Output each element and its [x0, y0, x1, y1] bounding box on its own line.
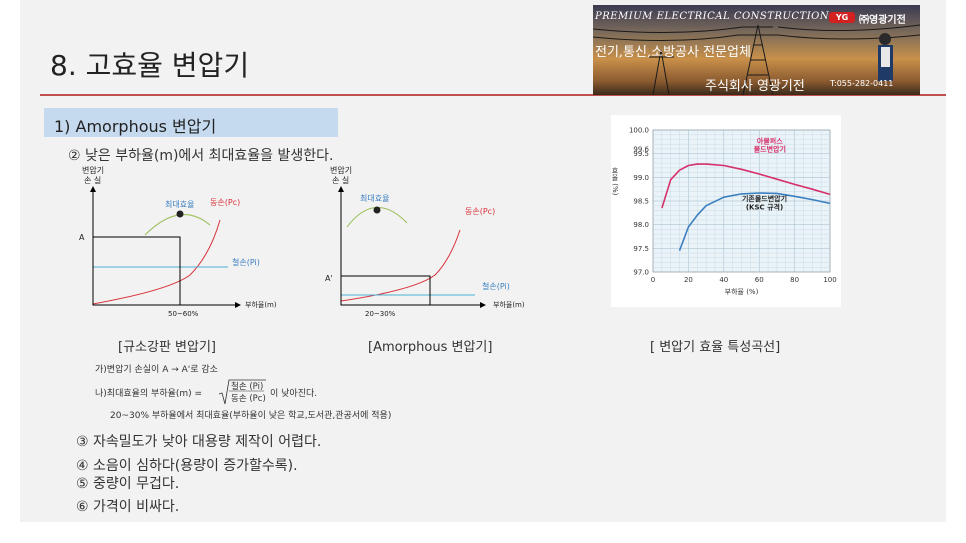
- max-efficiency-label: 최대효율: [360, 193, 389, 203]
- loss-box: [340, 275, 431, 306]
- y-tick-label: 99.5: [633, 150, 649, 158]
- x-tick-label: 60: [755, 276, 764, 284]
- banner-company: 주식회사 영광기전: [705, 79, 805, 94]
- banner-phone: T:055-282-0411: [830, 79, 894, 88]
- formula-numerator: 철손 (Pi): [231, 382, 264, 392]
- y-tick-label: 99.0: [633, 174, 649, 182]
- item-6: ⑥ 가격이 비싸다.: [76, 499, 180, 515]
- note-range: 20~30% 부하율에서 최대효율(부하율이 낮은 학교,도서관,관공서에 적용…: [110, 411, 392, 421]
- silicon-steel-loss-graph: 변압기 손 실 최대효율 동손(Pc) 철손(Pi) A 50~60% 부하율(…: [79, 165, 277, 318]
- note-na-prefix: 나)최대효율의 부하율(m) =: [95, 389, 203, 399]
- power-tower-illustration: [593, 24, 920, 95]
- efficiency-chart: 0 20 40 60 80 100 97.0 97.5 98.0 98.5 99.0 99.599.6…: [611, 127, 837, 297]
- sqrt-symbol: [218, 379, 266, 405]
- series-line-2: [678, 192, 831, 251]
- caption-amorphous: [Amorphous 변압기]: [368, 340, 493, 355]
- title-divider: [40, 94, 946, 96]
- max-efficiency-point: [373, 206, 381, 214]
- y-tick-label: 100.0: [629, 127, 649, 135]
- series-line-1: [661, 163, 831, 209]
- y-axis-label-1: 변압기: [82, 165, 104, 175]
- item-4: ④ 소음이 심하다(용량이 증가할수록).: [76, 458, 298, 474]
- load-range-label: 20~30%: [365, 310, 396, 318]
- chart-y-axis-label: 효율 (%): [611, 167, 619, 196]
- y-tick-label: 97.0: [633, 269, 649, 277]
- a-prime-label: A': [325, 274, 333, 283]
- amorphous-loss-graph: 변압기 손 실 최대효율 동손(Pc) 철손(Pi) A' 20~30% 부하율…: [325, 165, 525, 318]
- copper-loss-curve: [92, 219, 221, 305]
- load-range-label: 50~60%: [168, 310, 199, 318]
- banner-subtitle: 전기,통신,소방공사 전문업체: [595, 45, 751, 60]
- section-heading: 1) Amorphous 변압기: [44, 108, 338, 137]
- page-title: 8. 고효율 변압기: [50, 49, 250, 82]
- chart-x-axis-label: 부하율 (%): [725, 287, 759, 296]
- y-axis-label-2: 손 실: [332, 175, 349, 185]
- loss-box: [92, 236, 181, 306]
- company-logo: YG: [829, 12, 855, 23]
- copper-loss-curve: [340, 229, 461, 302]
- a-label: A: [79, 233, 85, 242]
- copper-loss-label: 동손(Pc): [210, 198, 240, 207]
- y-tick-label: 97.5: [633, 245, 649, 253]
- series-label-1-line1: 아몰퍼스: [757, 136, 783, 145]
- x-tick-label: 20: [684, 276, 693, 284]
- efficiency-curve: [144, 214, 211, 236]
- x-tick-label: 80: [790, 276, 799, 284]
- banner-tagline: PREMIUM ELECTRICAL CONSTRUCTION: [595, 11, 830, 22]
- y-axis-label-1: 변압기: [330, 165, 352, 175]
- caption-silicon-steel: [규소강판 변압기]: [118, 340, 216, 355]
- series-label-1-line2: 몰드변압기: [754, 144, 786, 153]
- logo-company-name: ㈜영광기전: [859, 15, 906, 26]
- x-tick-label: 100: [823, 276, 836, 284]
- y-tick-label: 99.6: [633, 145, 649, 153]
- item-3: ③ 자속밀도가 낮아 대용량 제작이 어렵다.: [76, 434, 322, 450]
- iron-loss-label: 철손(Pi): [482, 281, 510, 291]
- person-silhouette: [878, 33, 893, 81]
- series-label-2-line1: 기존몰드변압기: [742, 194, 787, 203]
- x-tick-label: 0: [651, 276, 655, 284]
- note-ga: 가)변압기 손실이 A → A'로 감소: [95, 365, 218, 375]
- company-banner: PREMIUM ELECTRICAL CONSTRUCTION YG ㈜영광기전…: [593, 5, 920, 95]
- series-label-2-line2: (KSC 규격): [746, 203, 783, 212]
- max-efficiency-label: 최대효율: [165, 199, 194, 209]
- x-tick-label: 40: [719, 276, 728, 284]
- iron-loss-label: 철손(Pi): [232, 257, 260, 267]
- y-tick-label: 98.5: [633, 198, 649, 206]
- x-axis-label: 부하율(m): [493, 300, 525, 309]
- y-tick-label: 98.0: [633, 221, 649, 229]
- section-heading-label: 1) Amorphous 변압기: [54, 117, 217, 136]
- x-axis-label: 부하율(m): [245, 300, 277, 309]
- y-axis-label-2: 손 실: [84, 175, 101, 185]
- copper-loss-label: 동손(Pc): [465, 207, 495, 216]
- item-5: ⑤ 중량이 무겁다.: [76, 476, 180, 492]
- efficiency-chart-panel: 0 20 40 60 80 100 97.0 97.5 98.0 98.5 99.0 99.5 99.6…: [611, 115, 841, 307]
- note-na-suffix: 이 낮아진다.: [270, 389, 318, 399]
- caption-efficiency-chart: [ 변압기 효율 특성곡선]: [650, 340, 781, 355]
- max-efficiency-point: [176, 210, 184, 218]
- item-2: ② 낮은 부하율(m)에서 최대효율을 발생한다.: [68, 148, 334, 164]
- formula-denominator: 동손 (Pc): [231, 394, 266, 404]
